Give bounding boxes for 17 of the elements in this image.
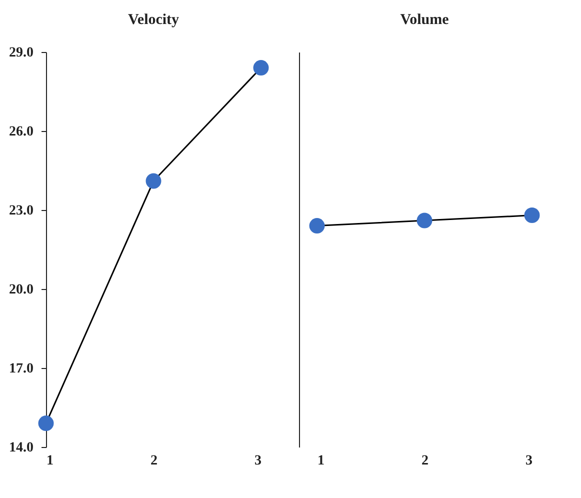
point [146, 173, 162, 189]
y-tick-label: 23.0 [9, 204, 34, 218]
x-tick-label: 1 [46, 454, 54, 468]
y-tick-label: 14.0 [9, 440, 34, 456]
y-tick-label: 29.0 [9, 46, 34, 60]
y-tick-label: 20.0 [9, 282, 34, 298]
x-tick-label: 3 [254, 454, 262, 468]
chart-title: Velocity [128, 12, 180, 28]
point [253, 60, 269, 76]
x-tick-label: 3 [526, 454, 532, 468]
y-tick-label: 26.0 [9, 124, 34, 140]
point [38, 416, 54, 432]
x-tick-label: 2 [422, 454, 428, 468]
chart-title: Volume [400, 12, 450, 28]
x-tick-label: 2 [150, 454, 158, 468]
x-tick-label: 1 [318, 454, 324, 468]
y-tick-label: 17.0 [9, 362, 34, 376]
